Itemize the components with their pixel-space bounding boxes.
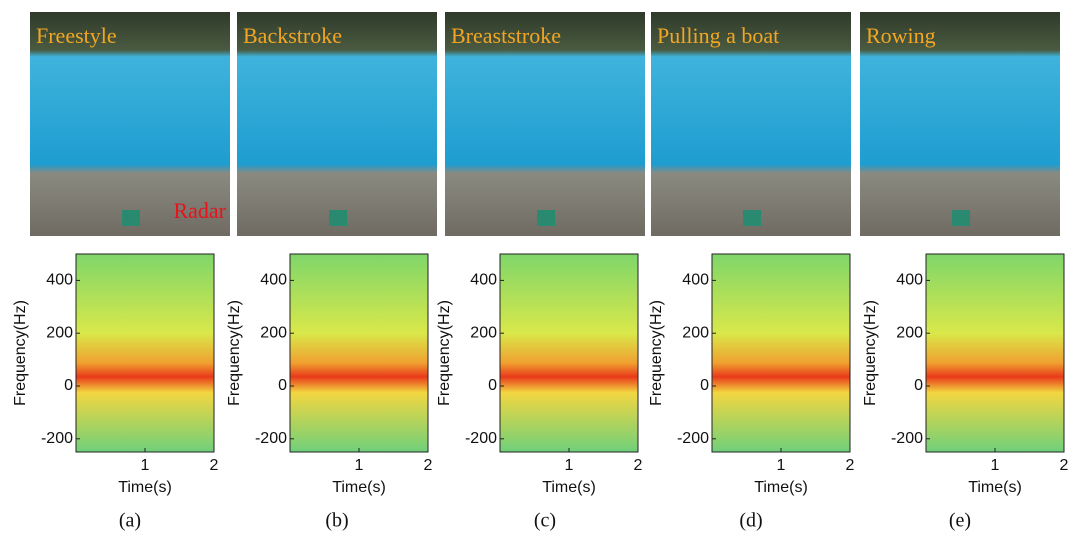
y-tick-label: -200 [891, 430, 923, 447]
x-axis-label: Time(s) [754, 479, 808, 496]
photo [445, 12, 645, 236]
x-axis-label: Time(s) [968, 479, 1022, 496]
photo [237, 12, 437, 236]
caption: (a) [119, 510, 141, 532]
photo-label: Backstroke [243, 23, 342, 48]
photo [30, 12, 230, 236]
spectrogram [926, 254, 1064, 452]
y-tick-label: 200 [682, 324, 709, 341]
x-tick-label: 2 [424, 457, 433, 474]
caption: (c) [534, 510, 556, 532]
y-tick-label: 0 [64, 377, 73, 394]
x-tick-label: 1 [777, 457, 786, 474]
y-tick-label: 200 [46, 324, 73, 341]
x-axis-label: Time(s) [118, 479, 172, 496]
y-tick-label: 0 [488, 377, 497, 394]
spectrogram [500, 254, 638, 452]
x-tick-label: 1 [141, 457, 150, 474]
y-tick-label: 400 [260, 272, 287, 289]
photo-label: Pulling a boat [657, 23, 779, 48]
y-tick-label: -200 [41, 430, 73, 447]
y-tick-label: 0 [278, 377, 287, 394]
y-tick-label: -200 [465, 430, 497, 447]
spectrogram [712, 254, 850, 452]
caption: (d) [739, 510, 762, 532]
radar-device [329, 210, 347, 226]
y-tick-label: 0 [700, 377, 709, 394]
x-axis-label: Time(s) [542, 479, 596, 496]
x-tick-label: 2 [846, 457, 855, 474]
spectrogram [290, 254, 428, 452]
photo-label: Breaststroke [451, 23, 561, 48]
y-tick-label: 400 [46, 272, 73, 289]
x-tick-label: 1 [991, 457, 1000, 474]
photo [860, 12, 1060, 236]
photo-label: Rowing [866, 23, 936, 48]
y-axis-label: Frequency(Hz) [226, 300, 243, 406]
y-tick-label: 200 [470, 324, 497, 341]
x-tick-label: 2 [1060, 457, 1069, 474]
y-axis-label: Frequency(Hz) [12, 300, 29, 406]
caption: (b) [325, 510, 348, 532]
x-axis-label: Time(s) [332, 479, 386, 496]
x-tick-label: 2 [634, 457, 643, 474]
radar-device [743, 210, 761, 226]
radar-device [537, 210, 555, 226]
photo-label: Freestyle [36, 23, 117, 48]
y-tick-label: 400 [682, 272, 709, 289]
y-tick-label: -200 [677, 430, 709, 447]
y-axis-label: Frequency(Hz) [648, 300, 665, 406]
y-axis-label: Frequency(Hz) [862, 300, 879, 406]
caption: (e) [949, 510, 971, 532]
y-tick-label: 400 [470, 272, 497, 289]
y-axis-label: Frequency(Hz) [436, 300, 453, 406]
y-tick-label: 200 [260, 324, 287, 341]
y-tick-label: 400 [896, 272, 923, 289]
y-tick-label: -200 [255, 430, 287, 447]
y-tick-label: 200 [896, 324, 923, 341]
photo [651, 12, 851, 236]
y-tick-label: 0 [914, 377, 923, 394]
x-tick-label: 1 [355, 457, 364, 474]
spectrogram [76, 254, 214, 452]
x-tick-label: 1 [565, 457, 574, 474]
radar-device [122, 210, 140, 226]
radar-device [952, 210, 970, 226]
x-tick-label: 2 [210, 457, 219, 474]
photo-annotation: Radar [173, 198, 226, 223]
